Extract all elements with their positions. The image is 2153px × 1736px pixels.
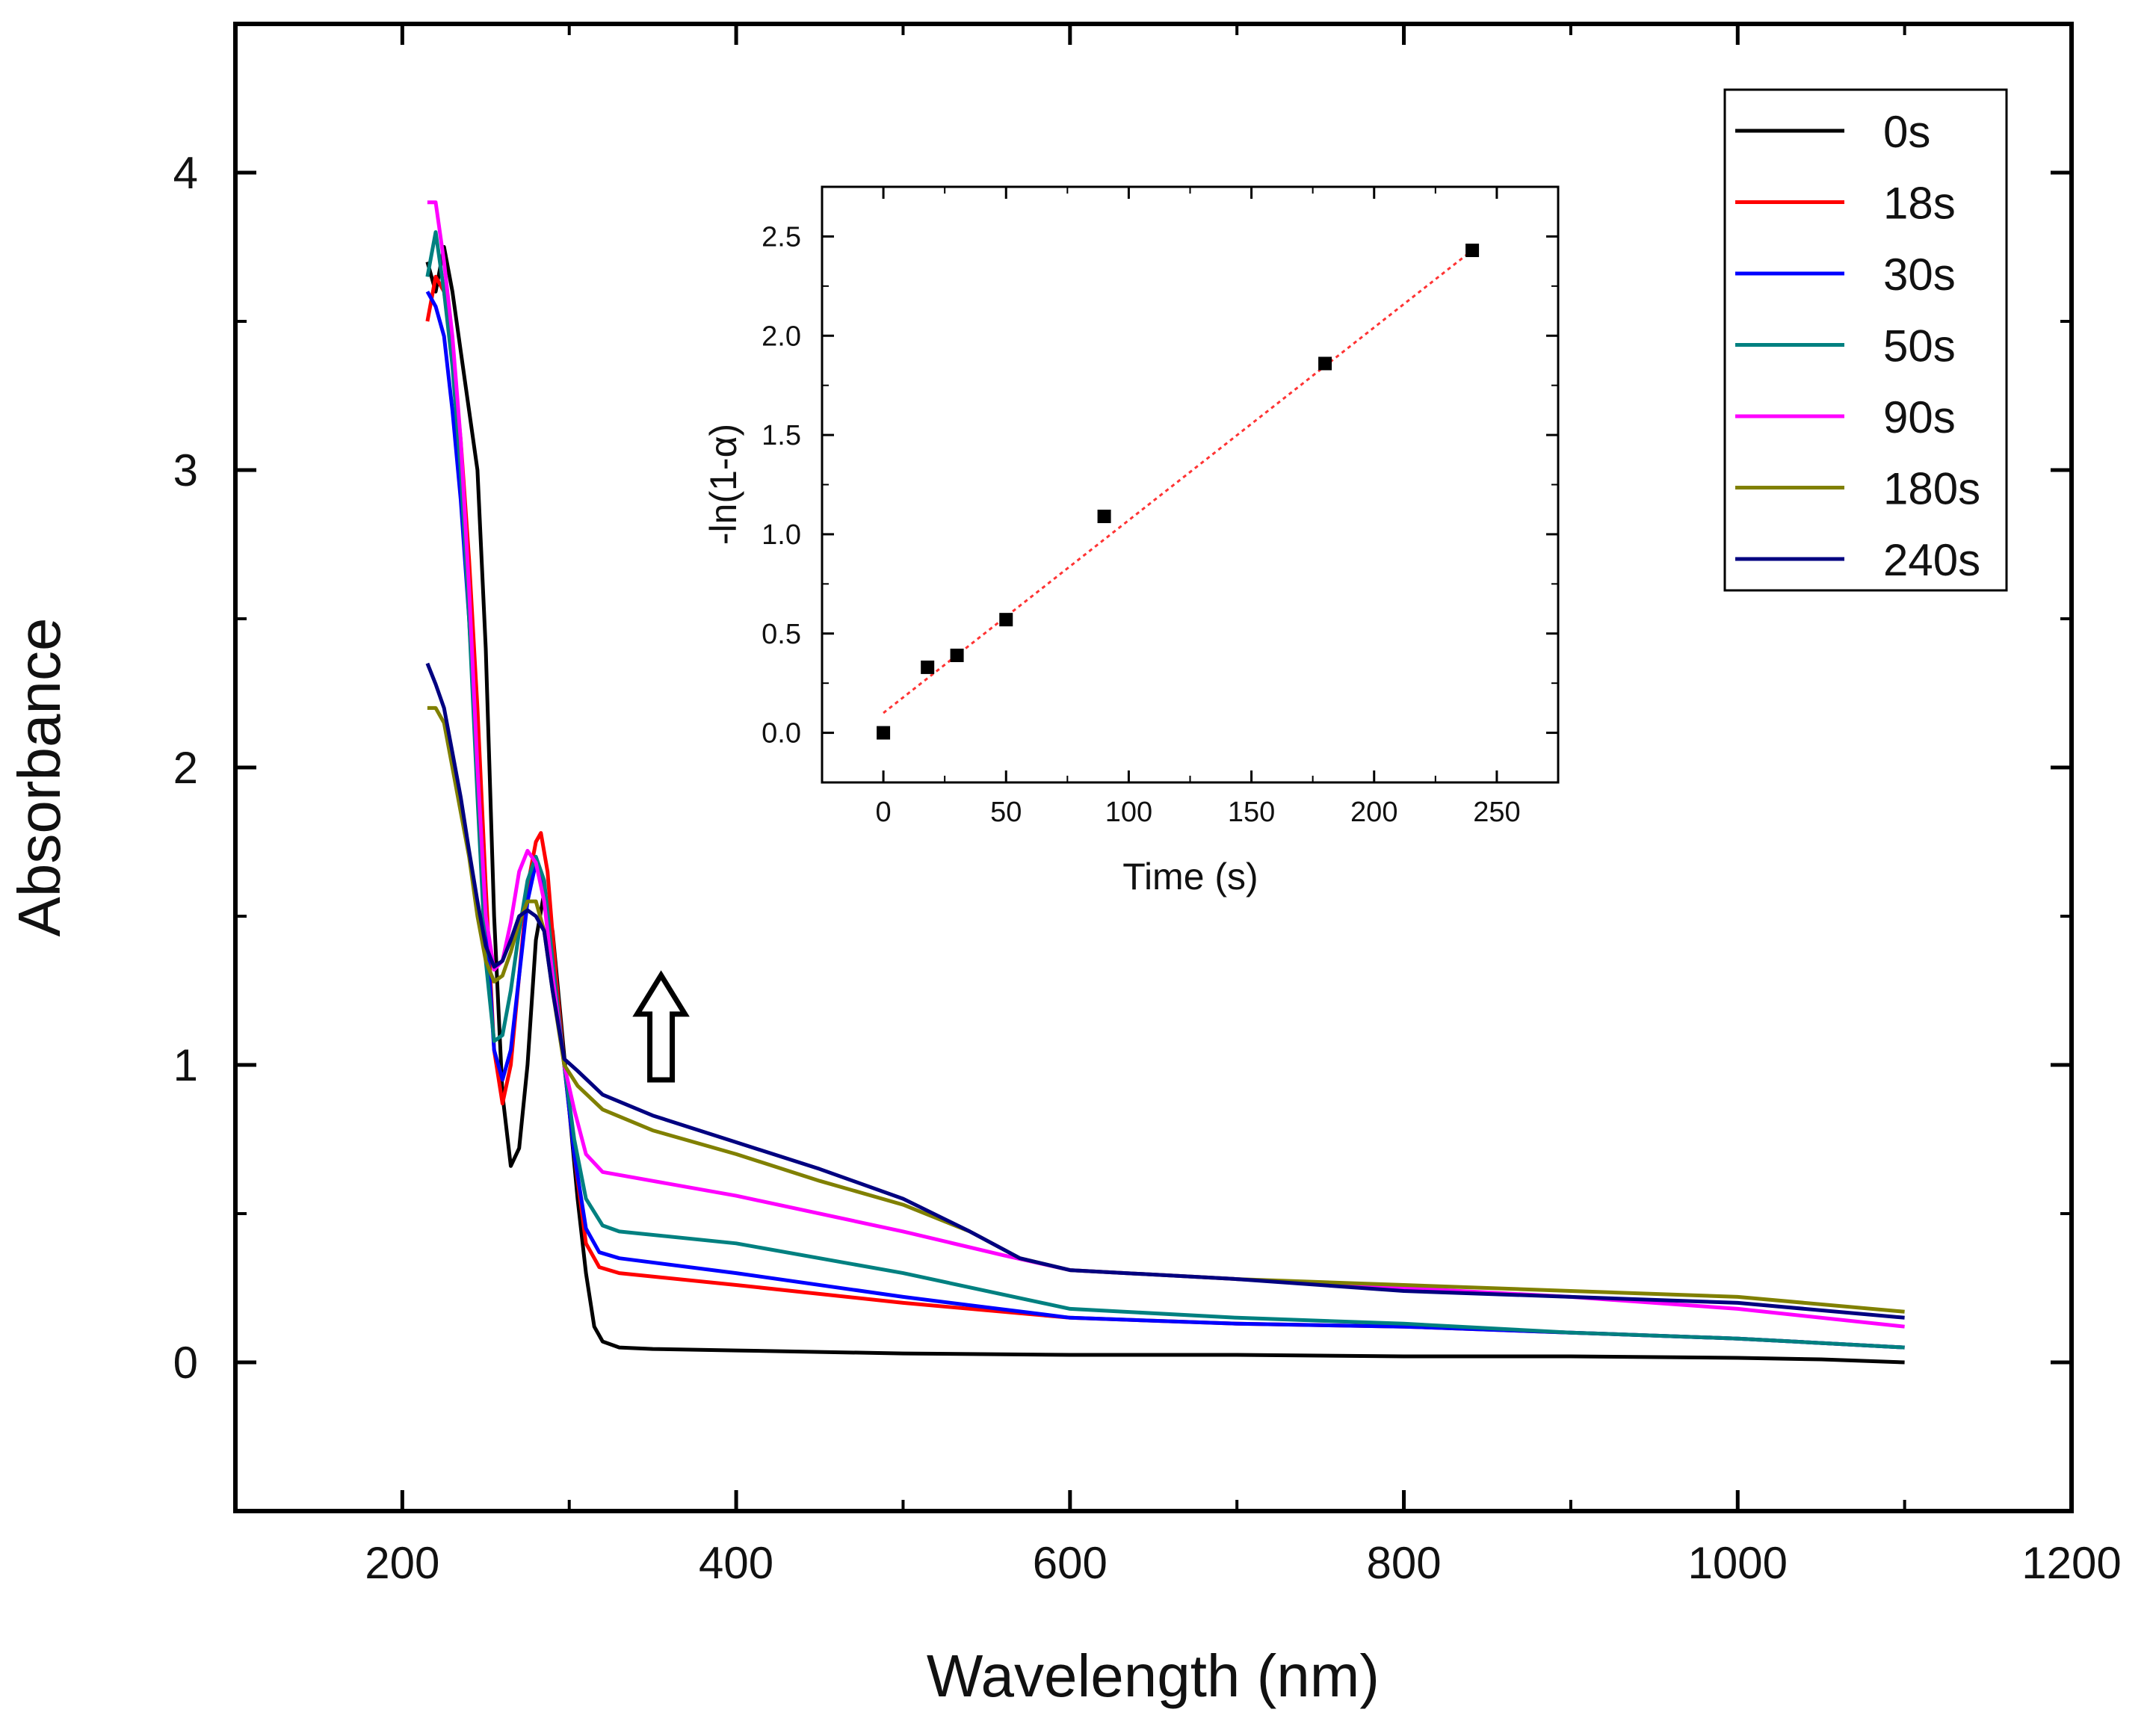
inset-x-tick-labels: 0 50 100 150 200 250 [876, 797, 1521, 828]
inset-x-axis-title: Time (s) [1122, 856, 1258, 898]
legend-label-90s: 90s [1883, 392, 1956, 442]
series-line-240s [425, 662, 1905, 1320]
main-y-tick-label: 1 [173, 1040, 198, 1090]
legend-label-18s: 18s [1883, 179, 1956, 229]
inset-y-tick-labels: 0.0 0.5 1.0 1.5 2.0 2.5 [762, 221, 801, 749]
inset-data-point [999, 613, 1013, 627]
legend-label-50s: 50s [1883, 321, 1956, 371]
inset-y-tick-label: 1.5 [762, 420, 801, 451]
legend-label-240s: 240s [1883, 535, 1980, 585]
main-y-tick-label: 3 [173, 445, 198, 495]
legend-label-0s: 0s [1883, 107, 1930, 157]
main-y-axis-title: Absorbance [6, 618, 72, 937]
arrow-up-shape [632, 970, 690, 1083]
legend-label-30s: 30s [1883, 250, 1956, 300]
main-x-tick-label: 600 [1033, 1538, 1108, 1588]
main-y-tick-labels: 0 1 2 3 4 [173, 148, 198, 1388]
inset-plot-frame [821, 185, 1560, 784]
legend-box [1723, 88, 2008, 592]
inset-x-tick-label: 200 [1350, 797, 1397, 828]
legend-items: 0s 18s 30s 50s 90s 180s 240s [1735, 107, 1980, 585]
main-x-tick-label: 1000 [1688, 1538, 1788, 1588]
inset-data-point [877, 726, 891, 740]
inset-data-point [1097, 510, 1111, 524]
main-x-tick-label: 200 [365, 1538, 439, 1588]
main-x-tick-labels: 200 400 600 800 1000 1200 [365, 1538, 2121, 1588]
main-series-group [425, 200, 1905, 1365]
inset-data-point [1318, 356, 1332, 371]
main-y-ticks [235, 170, 2072, 1513]
inset-y-tick-label: 2.5 [762, 221, 801, 253]
inset-x-tick-label: 50 [990, 797, 1022, 828]
inset-y-tick-label: 0.0 [762, 718, 801, 750]
inset-fit-group [883, 249, 1474, 714]
inset-y-tick-label: 2.0 [762, 321, 801, 352]
inset-y-axis-title: -ln(1-α) [702, 424, 744, 545]
inset-data-point [921, 660, 935, 674]
inset-x-tick-label: 250 [1473, 797, 1520, 828]
main-x-tick-label: 400 [699, 1538, 773, 1588]
main-x-tick-label: 800 [1366, 1538, 1441, 1588]
inset-x-ticks [821, 187, 1559, 782]
main-x-tick-label: 1200 [2021, 1538, 2121, 1588]
inset-y-tick-label: 0.5 [762, 619, 801, 650]
inset-x-tick-label: 150 [1228, 797, 1275, 828]
inset-x-tick-label: 0 [876, 797, 892, 828]
increase-arrow-icon [632, 970, 690, 1083]
main-y-tick-label: 4 [173, 148, 198, 198]
main-x-ticks [234, 24, 2074, 1511]
inset-plot: 0 50 100 150 200 250 0.0 0.5 1.0 1.5 2.0 2.5 Time … [702, 185, 1560, 898]
inset-y-ticks [822, 186, 1558, 783]
inset-data-point [950, 648, 964, 662]
main-y-tick-label: 2 [173, 743, 198, 793]
inset-points-group [877, 244, 1480, 740]
legend: 0s 18s 30s 50s 90s 180s 240s [1723, 88, 2008, 592]
main-x-axis-title: Wavelength (nm) [927, 1643, 1380, 1709]
inset-x-tick-label: 100 [1105, 797, 1152, 828]
inset-fit-line [883, 249, 1474, 714]
legend-label-180s: 180s [1883, 464, 1980, 514]
inset-y-tick-label: 1.0 [762, 519, 801, 551]
main-y-tick-label: 0 [173, 1338, 198, 1388]
inset-data-point [1465, 244, 1480, 258]
